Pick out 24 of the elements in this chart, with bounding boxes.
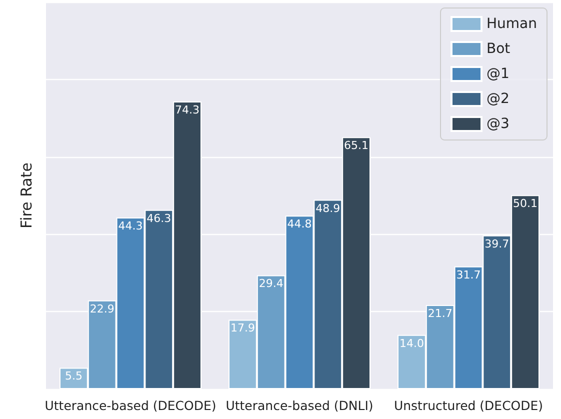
data-label: 65.1 — [344, 139, 369, 152]
data-label: 46.3 — [146, 212, 172, 225]
data-label: 31.7 — [456, 268, 481, 282]
x-tick-label: Utterance-based (DNLI) — [226, 398, 374, 413]
data-label: 44.3 — [118, 220, 143, 233]
legend-label: @3 — [486, 116, 510, 132]
data-label: 21.7 — [428, 307, 452, 320]
data-label: 44.8 — [287, 218, 312, 231]
legend-label: @1 — [486, 66, 510, 82]
data-label: 74.3 — [175, 103, 200, 116]
x-tick-label: Utterance-based (DECODE) — [44, 398, 216, 413]
data-label: 5.5 — [64, 370, 82, 383]
x-tick-label: Unstructured (DECODE) — [394, 398, 544, 413]
data-label: 17.9 — [230, 322, 255, 335]
data-label: 39.7 — [484, 237, 510, 250]
legend-label: Bot — [486, 41, 511, 57]
y-axis-title: Fire Rate — [18, 162, 36, 228]
legend-label: @2 — [486, 91, 510, 107]
data-label: 50.1 — [513, 197, 538, 210]
legend-label: Human — [486, 16, 538, 32]
data-label: 14.0 — [399, 336, 424, 350]
data-label: 22.9 — [90, 302, 114, 316]
data-label: 48.9 — [316, 202, 340, 215]
data-label: 29.4 — [258, 277, 284, 290]
